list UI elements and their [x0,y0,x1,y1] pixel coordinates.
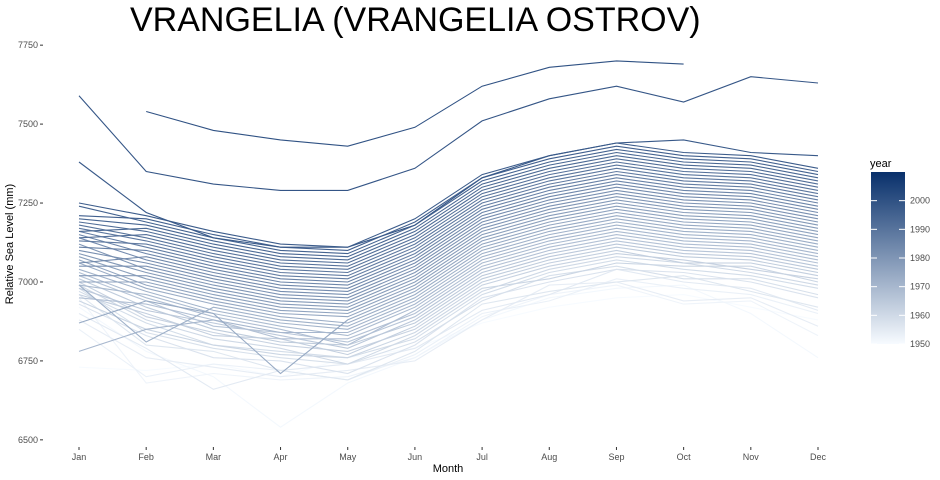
y-tick-label: 7750 [18,40,38,50]
series-line-1976 [79,208,819,315]
series-line-1977 [78,205,819,311]
legend: year 1950 1960 1970 1980 1990 2000 [870,158,930,349]
series-line-1953 [78,278,819,381]
series-line-1987 [78,174,819,280]
series-line-1954 [78,281,819,378]
series-line-1998 [78,139,819,248]
series-line-1993 [78,155,819,261]
series-line-1967 [78,237,819,340]
series-line-1971 [78,224,819,330]
series-line-1972 [78,221,819,343]
series-line-1952 [78,284,819,384]
series-line-1991 [78,161,819,267]
series-line-1973 [78,218,819,324]
chart-title: VRANGELIA (VRANGELIA OSTROV) [130,1,701,39]
series-line-1999 [78,76,819,191]
legend-tick-label: 1980 [910,253,930,263]
x-tick-label: Oct [677,452,692,462]
series-line-1960 [78,256,819,365]
series-line-1959 [78,259,819,359]
legend-tick-label: 2000 [910,196,930,206]
series-line-1986 [78,177,819,283]
series-line-1992 [78,158,819,264]
y-axis-title: Relative Sea Level (mm) [4,184,16,304]
x-tick-label: Dec [810,452,827,462]
y-tick-label: 6750 [18,356,38,366]
y-axis: 6500 6750 7000 7250 7500 7750 [18,40,43,445]
series-line-1982 [78,189,819,296]
series-line-1990 [78,164,819,270]
x-tick-label: Sep [608,452,624,462]
series-line-1962 [78,253,819,352]
series-line-1983 [78,186,819,292]
legend-tick-label: 1960 [910,310,930,320]
x-tick-label: Nov [743,452,760,462]
legend-title: year [870,158,892,170]
series-line-1970 [78,227,819,352]
series-line-1965 [78,243,819,349]
y-tick-label: 7250 [18,198,38,208]
series-line-1989 [78,167,819,274]
series-line-1995 [78,148,819,255]
series-layer [78,60,819,428]
x-tick-label: Apr [274,452,288,462]
series-line-1979 [78,199,819,305]
series-line-1988 [78,170,819,277]
series-line-1996 [78,145,819,251]
legend-tick-label: 1950 [910,339,930,349]
x-tick-label: Jun [408,452,423,462]
series-line-1984 [78,183,819,289]
series-line-1974 [78,215,819,375]
x-tick-label: Mar [206,452,222,462]
series-line-2000 [146,60,684,147]
series-line-1964 [78,246,819,346]
x-axis-title: Month [433,463,464,475]
x-tick-label: Jan [72,452,87,462]
y-tick-label: 7000 [18,277,38,287]
legend-ticks: 1950 1960 1970 1980 1990 2000 [871,196,930,349]
x-tick-label: May [339,452,357,462]
x-tick-label: Jul [476,452,488,462]
series-line-1980 [78,196,819,302]
series-line-1958 [78,265,819,365]
series-line-1978 [79,202,819,308]
series-line-1994 [78,151,819,258]
series-line-1981 [79,193,819,299]
y-tick-label: 6500 [18,435,38,445]
series-line-1961 [78,262,819,359]
series-line-1969 [78,230,819,337]
x-tick-label: Feb [138,452,154,462]
y-tick-label: 7500 [18,119,38,129]
series-line-1975 [78,211,819,318]
series-line-1985 [78,180,819,286]
series-line-1955 [78,268,819,390]
x-tick-label: Aug [541,452,557,462]
series-line-1997 [78,142,819,248]
x-axis: Jan Feb Mar Apr May Jun Jul Aug Sep Oct Nov Dec [72,447,827,462]
series-line-1963 [78,249,819,356]
legend-tick-label: 1970 [910,282,930,292]
legend-tick-label: 1990 [910,224,930,234]
